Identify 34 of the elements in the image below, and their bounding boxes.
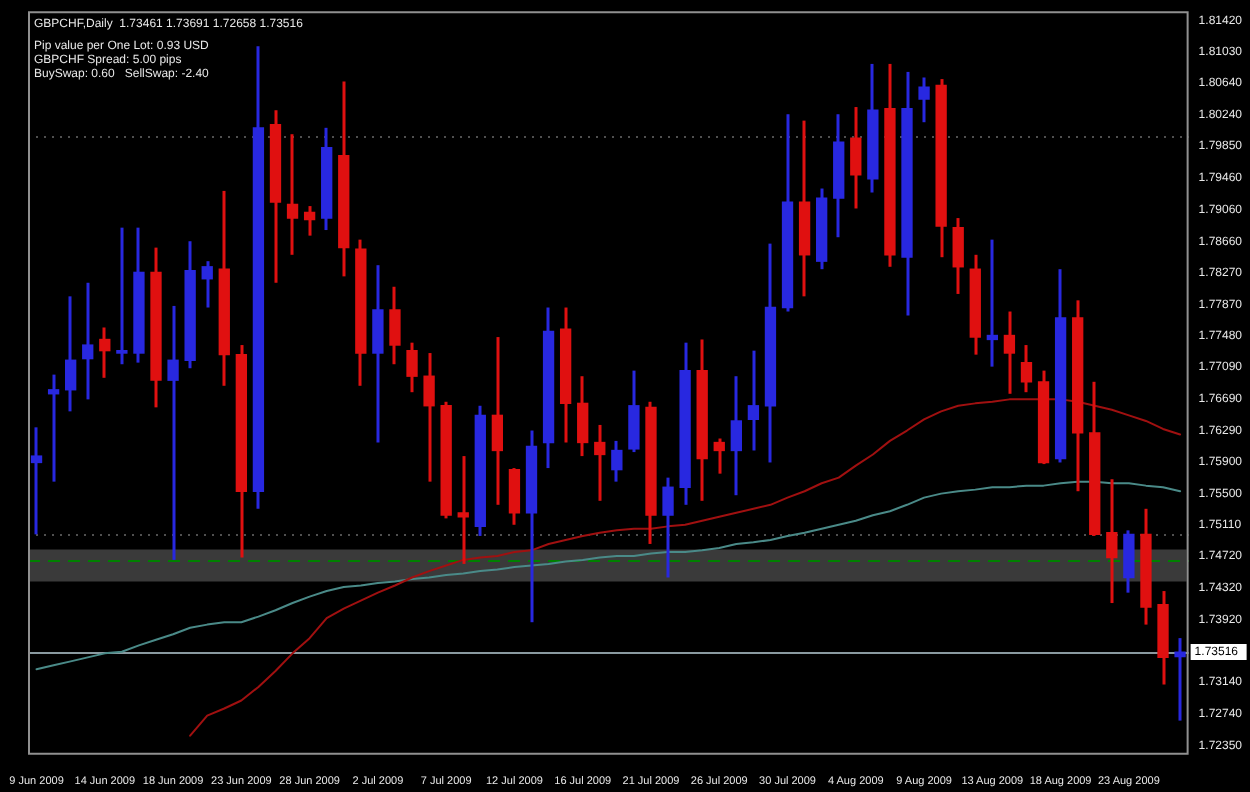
candlestick [611,439,623,484]
candlestick [389,285,401,366]
candlestick [303,204,316,238]
candlestick [1106,477,1118,605]
candlestick [713,437,725,476]
candlestick [423,351,435,484]
candlestick [986,238,998,369]
candlestick [577,374,589,458]
candlestick [508,466,521,527]
candlestick [1020,343,1033,394]
candlestick [747,349,760,452]
candlestick [1174,636,1186,723]
candlestick [952,216,964,296]
candlestick [99,325,111,380]
candlestick [594,423,606,503]
candlestick [730,374,742,497]
candlestick [457,454,469,566]
candlestick [116,226,128,366]
candlestick [372,263,384,444]
candlestick [47,373,60,484]
candlestick [30,425,43,536]
candlestick [918,75,930,124]
candlestick [65,294,77,413]
candlestick [82,281,94,401]
candlestick [201,259,213,310]
candlestick [167,304,179,562]
candlestick [406,341,418,394]
candlestick [491,335,504,507]
candlestick [1003,310,1016,396]
candlestick [1123,528,1135,595]
candlestick [850,105,862,210]
candlestick [662,476,674,579]
candlestick [286,132,299,257]
candlestick [628,369,640,454]
